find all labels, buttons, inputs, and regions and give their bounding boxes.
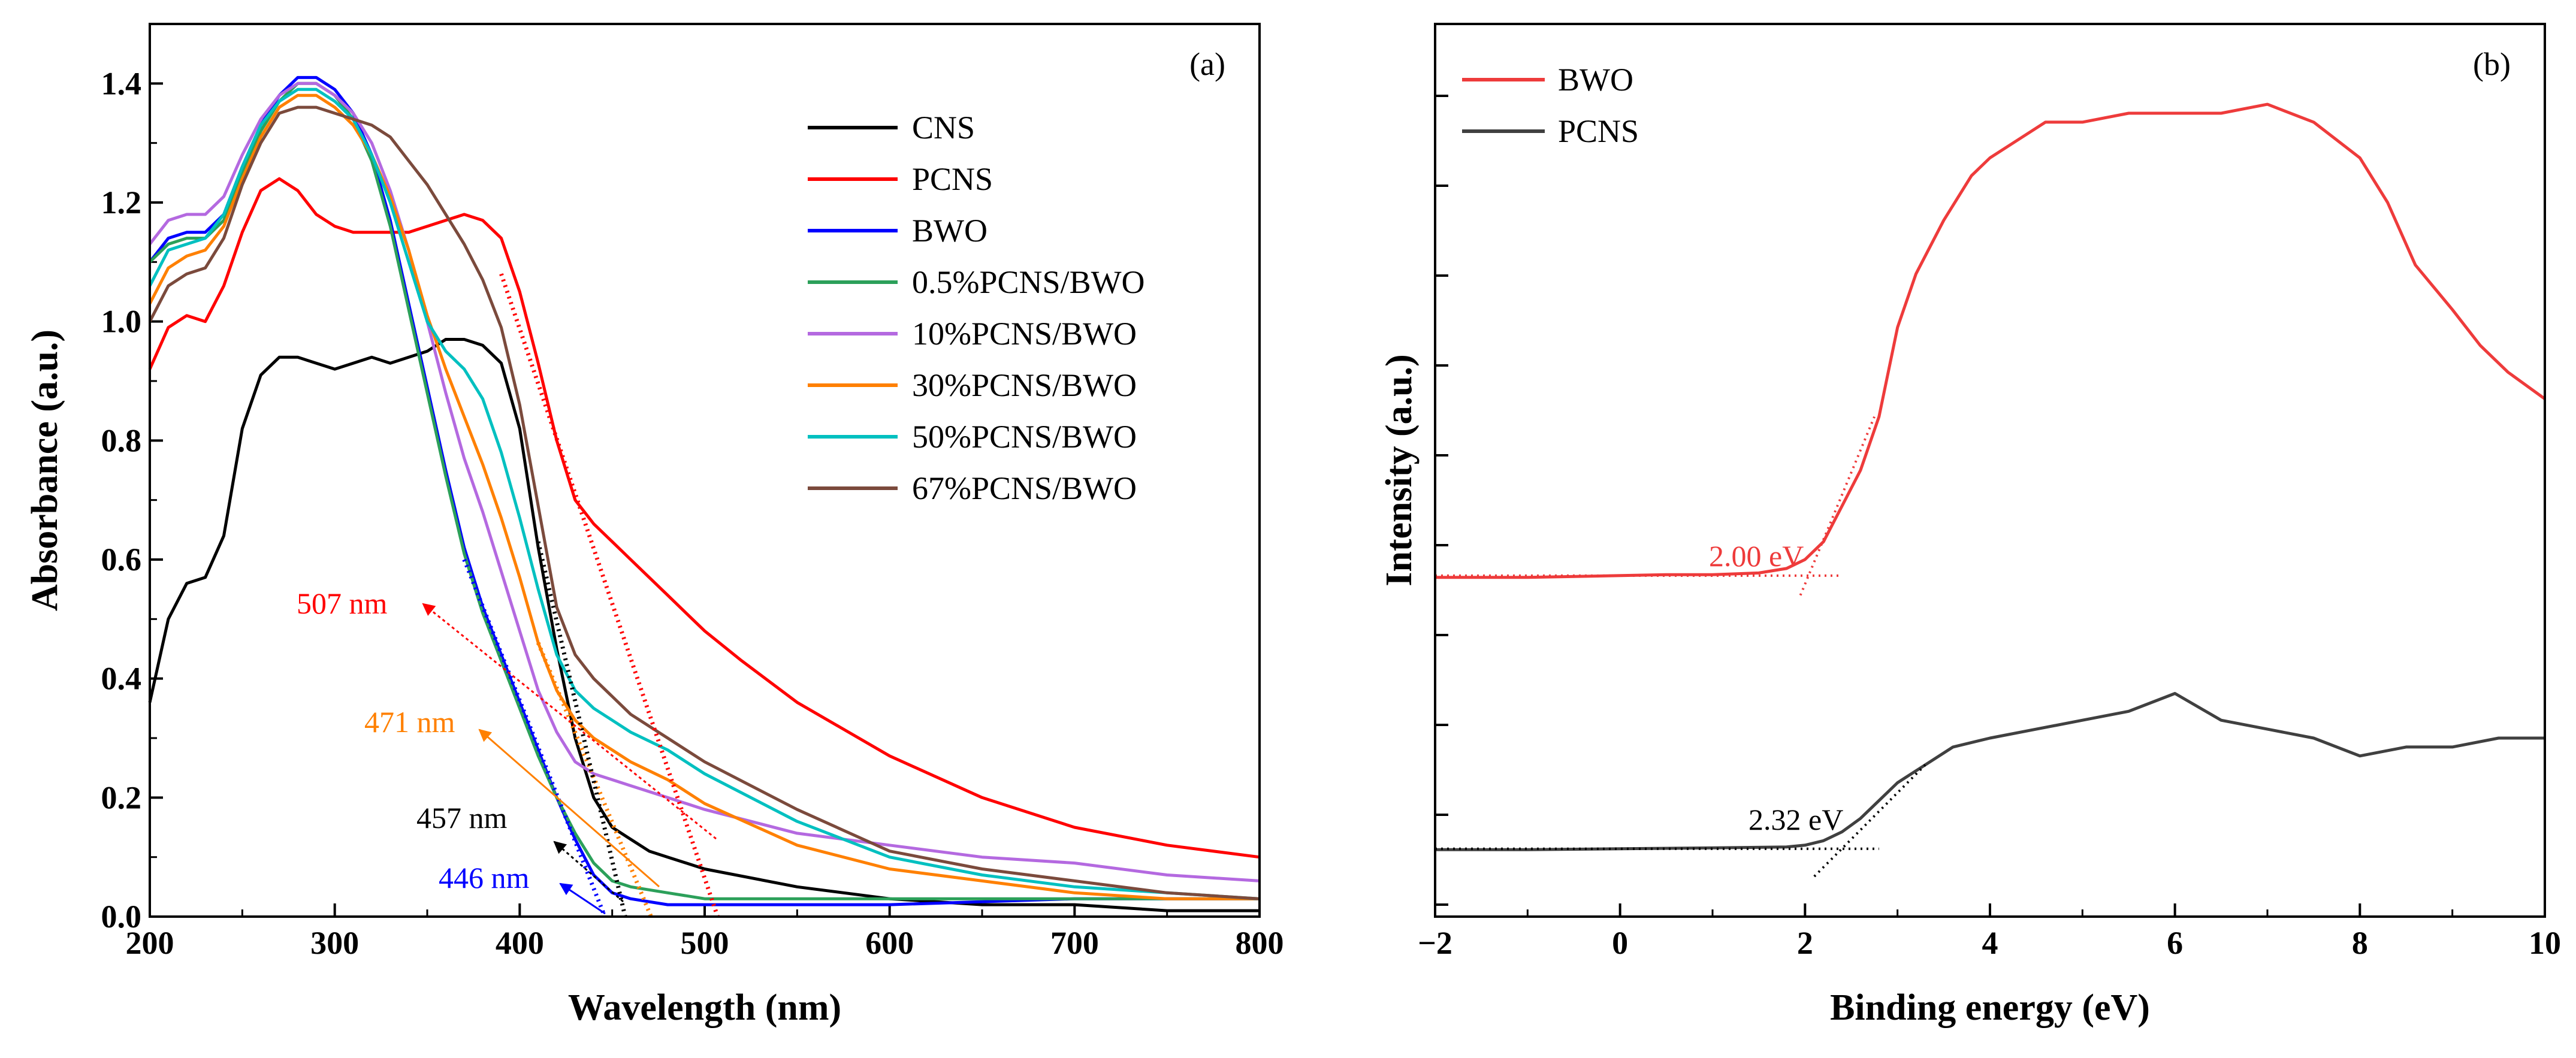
panel-a-y-tick-label: 0.8 xyxy=(101,422,142,458)
tangent-line-1 xyxy=(536,642,653,918)
panel-a-y-tick-label: 0.2 xyxy=(101,779,142,815)
panel-b-x-tick-label: 6 xyxy=(2167,925,2183,961)
annotation-507: 507 nm xyxy=(297,587,717,840)
series-pcns-line xyxy=(148,177,1260,859)
annotation-471-label: 471 nm xyxy=(364,705,455,739)
tangent-bwo xyxy=(1799,416,1876,596)
panel-a-tangent-lines xyxy=(462,273,720,918)
panel-a-y-tick-label: 0.0 xyxy=(101,899,142,935)
tangent-line-3 xyxy=(462,558,607,918)
series-0-5-pcns-bwo-line xyxy=(149,81,1260,900)
annotation-507-arrow xyxy=(422,603,717,840)
annotation-457-label: 457 nm xyxy=(416,801,508,835)
annotation-446-arrow xyxy=(559,882,606,915)
annotation-446: 446 nm xyxy=(439,861,606,915)
panel-a-x-tick-label: 200 xyxy=(126,925,174,961)
series-pcns-line xyxy=(1435,692,2545,851)
annotation-507-label: 507 nm xyxy=(297,587,388,620)
panel-a-ticks: 200 300 400 500 600 700 800 0.0 0.2 0.4 0.6 0.8 1.0 1… xyxy=(101,23,1284,961)
panel-a-label: (a) xyxy=(1189,46,1225,82)
series-30-pcns-bwo-line xyxy=(148,93,1260,900)
panel-b-legend: BWO PCNS xyxy=(1462,62,1639,149)
annotation-446-label: 446 nm xyxy=(439,861,530,894)
annotation-2-32-ev: 2.32 eV xyxy=(1748,803,1843,836)
panel-a-x-tick-label: 500 xyxy=(681,925,729,961)
legend-label-pcns: PCNS xyxy=(912,161,993,197)
panel-b-x-tick-label: 0 xyxy=(1612,925,1628,961)
panel-b-x-tick-label: −2 xyxy=(1418,925,1452,961)
legend-label-bwo: BWO xyxy=(1558,62,1633,98)
legend-label-cns: CNS xyxy=(912,110,975,146)
panel-b-ticks: −2 0 2 4 6 8 10 xyxy=(1418,95,2561,961)
panel-a-series xyxy=(148,75,1260,912)
panel-a-y-axis-title: Absorbance (a.u.) xyxy=(25,330,65,611)
legend-label-bwo: BWO xyxy=(912,213,987,249)
panel-b-x-tick-label: 2 xyxy=(1797,925,1813,961)
panel-a-y-tick-label: 1.0 xyxy=(101,304,142,340)
legend-label-30-pcns-bwo: 30%PCNS/BWO xyxy=(912,367,1137,403)
legend-label-0-5-pcns-bwo: 0.5%PCNS/BWO xyxy=(912,264,1145,300)
panel-b-x-axis-title: Binding energy (eV) xyxy=(1830,987,2150,1028)
panel-a-y-tick-label: 0.6 xyxy=(101,542,142,578)
series-cns-line xyxy=(148,338,1260,912)
legend-label-10-pcns-bwo: 10%PCNS/BWO xyxy=(912,316,1137,352)
panel-a-x-tick-label: 600 xyxy=(865,925,914,961)
panel-b-x-tick-label: 10 xyxy=(2529,925,2561,961)
panel-a-x-tick-label: 300 xyxy=(310,925,359,961)
legend-label-67-pcns-bwo: 67%PCNS/BWO xyxy=(912,470,1137,506)
panel-a-y-tick-label: 1.2 xyxy=(101,185,142,220)
series-67-pcns-bwo-line xyxy=(148,105,1260,900)
tangent-line-2 xyxy=(536,541,627,917)
panel-b-x-tick-label: 8 xyxy=(2352,925,2368,961)
panel-a-legend: CNS PCNS BWO 0.5%PCNS/BWO 10%PCNS/BWO 30%PCNS… xyxy=(808,110,1145,506)
series-50-pcns-bwo-line xyxy=(148,87,1260,900)
panel-b-label: (b) xyxy=(2473,46,2511,82)
panel-a: 200 300 400 500 600 700 800 0.0 0.2 0.4 0.6 0.8 1.0 1… xyxy=(25,23,1284,1028)
panel-a-y-tick-label: 0.4 xyxy=(101,661,142,697)
legend-label-50-pcns-bwo: 50%PCNS/BWO xyxy=(912,419,1137,455)
annotation-2-00-ev: 2.00 eV xyxy=(1709,539,1804,573)
panel-b-tangent-lines xyxy=(1435,416,1926,878)
tangent-pcns xyxy=(1813,764,1926,878)
panel-a-y-tick-label: 1.4 xyxy=(101,65,142,101)
annotation-457: 457 nm xyxy=(416,801,624,903)
annotation-471-arrow xyxy=(478,728,660,888)
panel-b-frame xyxy=(1434,23,2546,918)
panel-a-x-tick-label: 800 xyxy=(1236,925,1284,961)
panel-b-series xyxy=(1435,102,2546,851)
panel-a-x-axis-title: Wavelength (nm) xyxy=(568,987,841,1028)
panel-a-x-tick-label: 400 xyxy=(496,925,544,961)
legend-label-pcns: PCNS xyxy=(1558,113,1639,149)
panel-b-x-tick-label: 4 xyxy=(1982,925,1998,961)
series-bwo-line xyxy=(1435,102,2546,579)
panel-a-frame xyxy=(149,23,1261,918)
annotation-471: 471 nm xyxy=(364,705,660,888)
panel-a-x-tick-label: 700 xyxy=(1050,925,1099,961)
panel-b: −2 0 2 4 6 8 10 (b) Binding energy (eV) Intens… xyxy=(1379,23,2561,1028)
panel-b-y-axis-title: Intensity (a.u.) xyxy=(1379,354,1420,587)
